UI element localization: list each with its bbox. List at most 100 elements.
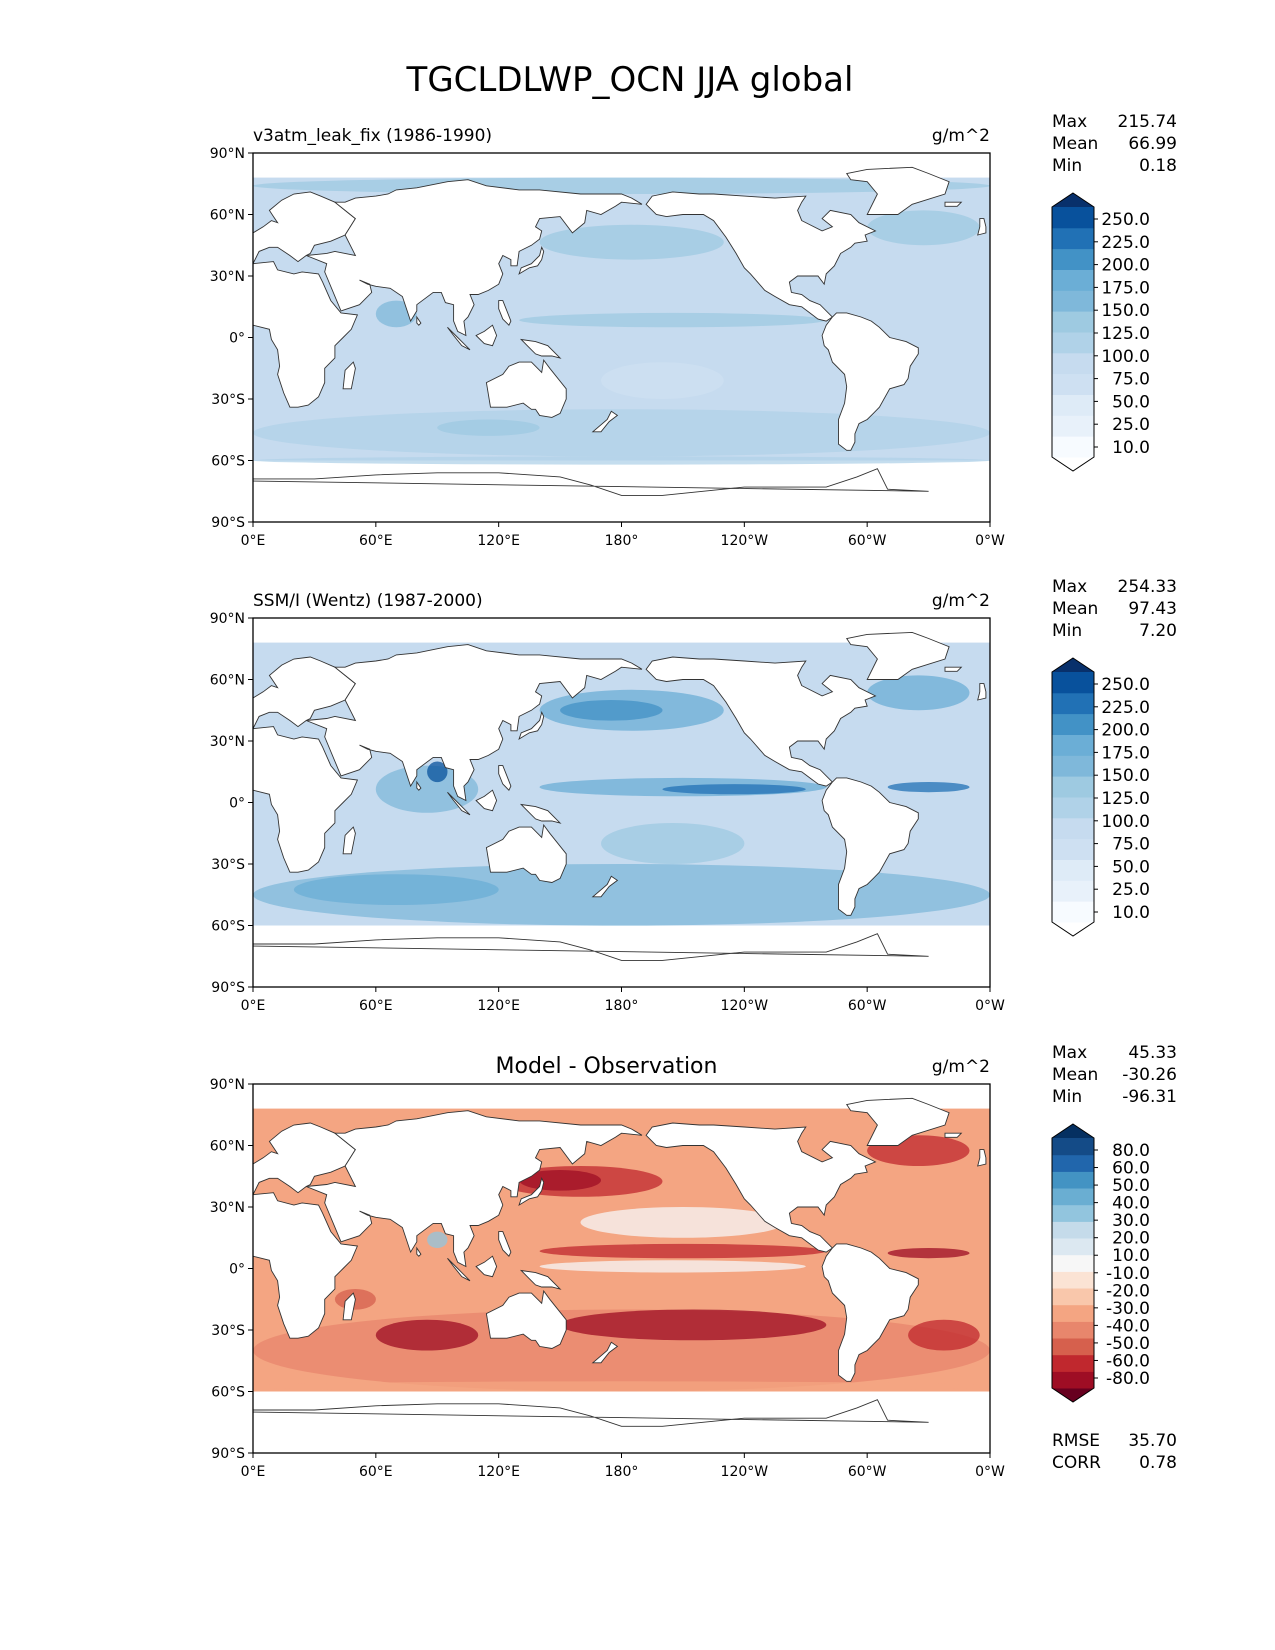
lon-tick-label: 180° [605,1464,639,1480]
colorbar-segment [1052,755,1094,777]
stat-label: Min [1052,621,1082,641]
island-philippines [498,765,512,791]
colorbar-label: 125.0 [1101,324,1150,344]
colorbar-segment [1052,227,1094,250]
colorbar-segment [1052,311,1094,333]
colorbar-segment [1052,1171,1094,1189]
island-srilanka [416,780,422,791]
colorbar-label: 10.0 [1112,903,1150,923]
lon-tick-label: 60°E [359,533,393,549]
colorbar-extend-min [1052,1388,1094,1402]
map-area [253,1097,990,1453]
colorbar-label: 50.0 [1112,1176,1150,1196]
land-australia [485,823,567,883]
colorbar-label: 25.0 [1112,880,1150,900]
lon-tick-label: 0°E [241,533,266,549]
island-newguinea [519,1269,562,1290]
land-samerica [821,312,919,451]
colorbar-segment [1052,817,1094,840]
colorbar-segment [1052,436,1094,458]
island-sumatra [447,1257,471,1282]
lat-tick-label: 90°S [211,980,245,996]
ocean-anomaly [867,675,970,711]
colorbar-segment [1052,207,1094,229]
ocean-anomaly [293,874,499,905]
island-borneo [475,324,498,347]
ocean-anomaly [601,362,724,399]
stat-value: 45.33 [1128,1043,1177,1063]
land-antarctica [253,1399,929,1453]
figure-title: TGCLDLWP_OCN JJA global [406,60,854,100]
colorbar-label: 100.0 [1101,812,1150,832]
colorbar-label: 225.0 [1101,698,1150,718]
extra-stat-label: RMSE [1052,1431,1100,1451]
colorbar-label: 25.0 [1112,415,1150,435]
lon-tick-label: 180° [605,533,639,549]
colorbar-label: -30.0 [1106,1299,1150,1319]
island-newguinea [519,338,562,359]
colorbar-label: -80.0 [1106,1369,1150,1389]
lat-tick-label: 60°N [210,673,245,689]
ocean-anomaly [519,312,827,328]
colorbar-segment [1052,859,1094,881]
lon-tick-label: 0°W [975,1464,1005,1480]
colorbar-label: 80.0 [1112,1141,1150,1161]
stat-label: Mean [1052,1065,1098,1085]
colorbar-extend-max [1052,193,1094,207]
lat-tick-label: 60°N [210,208,245,224]
colorbar-label: 175.0 [1101,278,1150,298]
stat-value: -30.26 [1122,1065,1177,1085]
colorbar-segment [1052,373,1094,395]
land-greenland [845,166,950,215]
lat-tick-label: 90°N [210,611,245,627]
lon-tick-label: 60°E [359,1464,393,1480]
colorbar-segment [1052,1288,1094,1306]
ocean-anomaly [867,210,980,246]
map-panel-model: 90°N 60°N 30°N 0° 30°S 60°S 90°S 0°E 60°E 120°E 18… [210,112,1177,549]
colorbar-label: 30.0 [1112,1211,1150,1231]
island-madagascar [342,1292,356,1321]
lon-tick-label: 120°E [477,1464,520,1480]
island-borneo [475,1255,498,1278]
lon-tick-label: 60°E [359,998,393,1014]
map-panel-obs: 90°N 60°N 30°N 0° 30°S 60°S 90°S 0°E 60°E 120°E 18… [210,577,1177,1014]
ocean-anomaly [253,409,990,457]
island-philippines [498,1231,512,1257]
map-panel-diff: 90°N 60°N 30°N 0° 30°S 60°S 90°S 0°E 60°E 120°E 18… [210,1043,1177,1480]
ocean-anomaly [539,224,724,260]
lat-tick-label: 60°S [211,1385,245,1401]
island-japan [518,246,545,275]
island-uk [977,683,987,701]
island-japan [518,711,545,741]
lon-tick-label: 120°W [721,1464,769,1480]
colorbar-segment [1052,1254,1094,1272]
land-samerica [821,777,919,916]
colorbar-label: 75.0 [1112,370,1150,390]
map-area [253,631,990,987]
land-asia [306,179,643,337]
colorbar-label: 60.0 [1112,1159,1150,1179]
ocean-anomaly [539,1243,827,1259]
ocean-anomaly [580,1207,786,1238]
island-iceland [944,201,963,207]
lon-tick-label: 120°W [721,998,769,1014]
map-area [253,166,990,522]
land-greenland [845,631,950,680]
lat-tick-label: 60°S [211,919,245,935]
stat-label: Mean [1052,134,1098,154]
land-africa [253,1192,359,1339]
lon-tick-label: 120°E [477,533,520,549]
colorbar-segment [1052,1354,1094,1372]
colorbar-label: -10.0 [1106,1264,1150,1284]
colorbar-label: 50.0 [1112,857,1150,877]
lat-tick-label: 60°N [210,1139,245,1155]
stat-label: Min [1052,156,1082,176]
colorbar-label: 20.0 [1112,1229,1150,1249]
island-sumatra [447,326,471,351]
panel-center-title: Model - Observation [496,1054,718,1079]
island-uk [977,1149,987,1167]
colorbar-label: 10.0 [1112,438,1150,458]
extra-stat-label: CORR [1052,1453,1101,1473]
island-madagascar [342,361,356,390]
colorbar-outline [1051,1123,1095,1403]
